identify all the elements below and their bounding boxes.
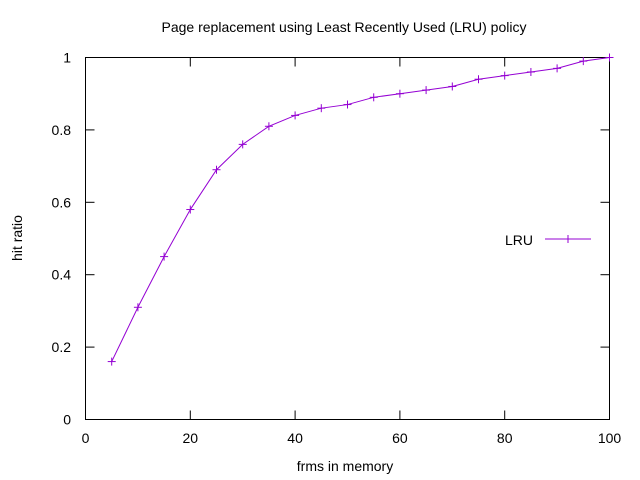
x-tick-label: 100 [598, 430, 622, 446]
data-point-marker [474, 75, 483, 84]
data-point-marker [553, 64, 562, 73]
data-point-marker [133, 303, 142, 312]
x-tick-label: 60 [392, 430, 408, 446]
x-tick-label: 80 [497, 430, 513, 446]
y-axis-tick-labels: 0 0.2 0.4 0.6 0.8 1 [52, 50, 72, 428]
data-point-marker [395, 89, 404, 98]
data-point-marker [291, 111, 300, 120]
data-point-marker [500, 71, 509, 80]
y-tick-label: 0.6 [52, 194, 72, 210]
data-point-marker [448, 82, 457, 91]
x-tick-label: 0 [82, 430, 90, 446]
data-point-marker [212, 165, 221, 174]
data-point-marker [526, 67, 535, 76]
data-point-marker [579, 57, 588, 66]
y-tick-label: 0 [63, 412, 71, 428]
data-point-marker [317, 104, 326, 113]
x-tick-label: 40 [287, 430, 303, 446]
x-axis-label: frms in memory [297, 458, 393, 474]
data-point-marker [422, 86, 431, 95]
data-point-marker [369, 93, 378, 102]
y-tick-label: 0.8 [52, 122, 72, 138]
data-point-marker [238, 140, 247, 149]
legend-label-lru: LRU [505, 232, 533, 248]
data-point-marker [343, 100, 352, 109]
plot-frame [85, 57, 610, 420]
y-tick-label: 0.4 [52, 267, 72, 283]
x-axis-tick-labels: 0 20 40 60 80 100 [82, 430, 622, 446]
x-tick-label: 20 [183, 430, 199, 446]
y-axis-label: hit ratio [9, 215, 25, 261]
data-point-marker [605, 53, 614, 62]
plot-border [85, 57, 610, 420]
legend-plus-marker [564, 235, 572, 243]
data-point-marker [107, 357, 116, 366]
data-point-marker [264, 122, 273, 131]
chart-title: Page replacement using Least Recently Us… [162, 19, 527, 35]
legend: LRU [505, 232, 591, 248]
data-point-marker [160, 252, 169, 261]
data-point-marker [186, 205, 195, 214]
series-lru [107, 53, 614, 366]
series-line [111, 57, 610, 362]
series-layer [107, 53, 614, 366]
y-tick-label: 1 [63, 50, 71, 66]
y-tick-label: 0.2 [52, 339, 72, 355]
